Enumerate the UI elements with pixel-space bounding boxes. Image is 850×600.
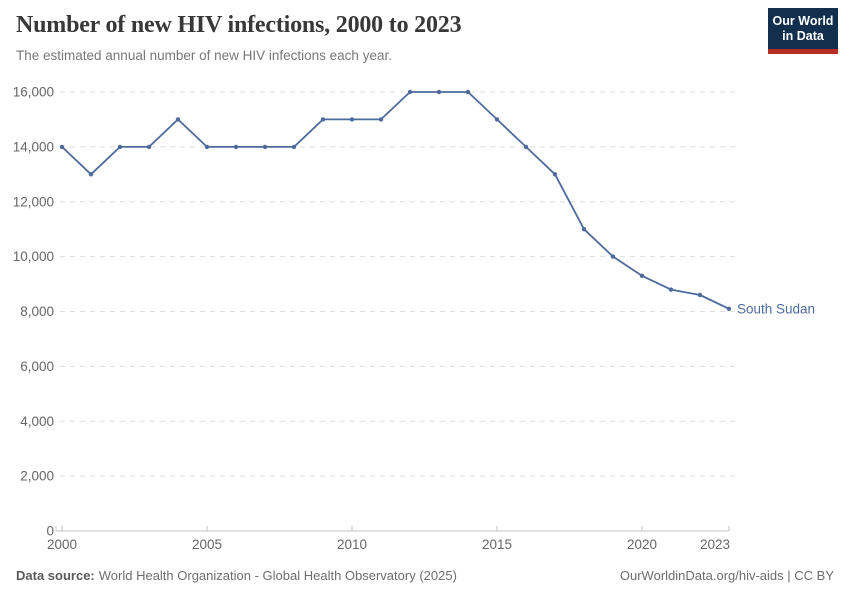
data-point-2001[interactable] [88,172,94,177]
data-point-2012[interactable] [407,89,413,95]
owid-logo-text: Our World in Data [772,14,834,44]
data-point-2020[interactable] [639,273,645,278]
y-axis-tick-label: 16,000 [13,85,54,100]
data-point-2017[interactable] [552,172,558,177]
owid-logo-line2: in Data [782,28,824,43]
y-axis-tick-label: 0 [46,524,54,539]
y-axis-tick-label: 8,000 [20,304,54,319]
data-point-2000[interactable] [59,144,65,150]
page-title: Number of new HIV infections, 2000 to 20… [16,12,462,38]
data-point-2011[interactable] [378,117,384,122]
data-point-2022[interactable] [697,292,703,298]
y-axis-tick-label: 12,000 [13,194,54,209]
data-point-2023[interactable] [726,306,732,311]
data-source-text: World Health Organization - Global Healt… [98,568,457,583]
data-point-2005[interactable] [204,144,210,150]
x-axis-tick-label: 2000 [47,537,77,552]
data-point-2002[interactable] [117,144,123,150]
data-source-note[interactable]: Data source: World Health Organization - … [16,568,457,583]
y-axis-tick-label: 4,000 [20,414,54,429]
y-axis-tick-label: 2,000 [20,469,54,484]
x-axis-tick-label: 2010 [337,537,367,552]
x-axis-tick-label: 2020 [627,537,657,552]
data-point-2004[interactable] [175,117,181,122]
x-axis-tick-label: 2005 [192,537,222,552]
x-axis-tick-label: 2023 [700,537,730,552]
page-subtitle: The estimated annual number of new HIV i… [16,48,392,63]
header: Number of new HIV infections, 2000 to 20… [16,12,462,63]
data-point-2021[interactable] [668,287,674,292]
data-source-label: Data source: [16,568,95,583]
y-axis-tick-label: 10,000 [13,249,54,264]
data-point-2018[interactable] [581,227,587,232]
data-line [61,91,730,310]
data-point-2008[interactable] [291,144,297,150]
data-point-2007[interactable] [262,144,268,150]
data-point-2013[interactable] [436,89,442,95]
data-point-2006[interactable] [233,144,239,150]
entity-label[interactable]: South Sudan [737,301,815,316]
owid-logo-line1: Our World [772,14,834,28]
x-axis-tick-label: 2015 [482,537,512,552]
data-point-2015[interactable] [494,117,500,122]
owid-logo[interactable]: Our World in Data [768,8,838,54]
data-point-2014[interactable] [465,89,471,95]
data-point-2009[interactable] [320,117,326,122]
footer: Data source: World Health Organization - … [16,568,834,583]
data-point-2019[interactable] [610,254,616,259]
data-point-2016[interactable] [523,144,529,150]
y-axis-tick-label: 6,000 [20,359,54,374]
y-axis-tick-label: 14,000 [13,139,54,154]
license-link[interactable]: OurWorldinData.org/hiv-aids | CC BY [619,568,834,583]
data-point-2003[interactable] [146,144,152,150]
data-point-2010[interactable] [349,117,355,122]
